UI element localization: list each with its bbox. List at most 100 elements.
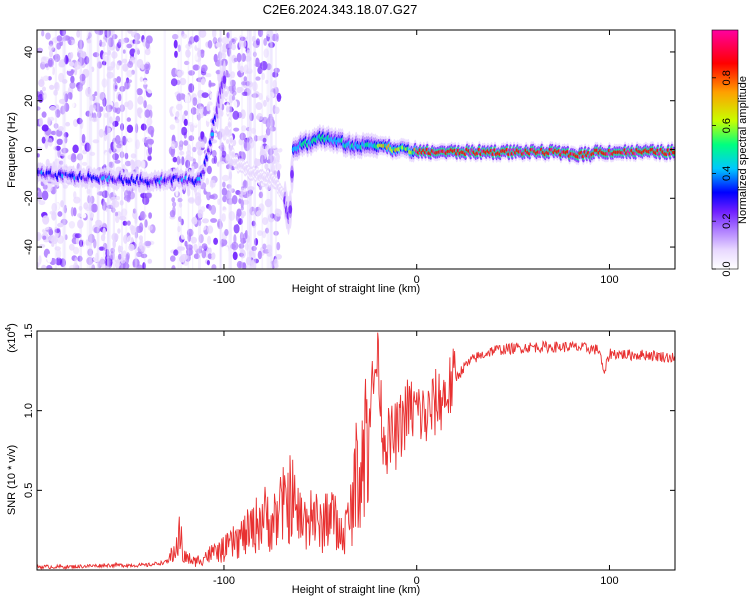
heatmap-noise-cell xyxy=(198,30,207,38)
heatmap-noise-cell xyxy=(225,190,232,201)
figure-title: C2E6.2024.343.18.07.G27 xyxy=(263,2,418,17)
heatmap-noise-cell xyxy=(98,128,104,138)
heatmap-noise-cell xyxy=(86,257,94,265)
heatmap-noise-cell xyxy=(258,203,265,213)
heatmap-noise-cell xyxy=(137,201,142,208)
heatmap-noise-cell xyxy=(85,241,92,246)
heatmap-ridge-cell xyxy=(201,169,206,175)
heatmap-noise-cell xyxy=(199,224,207,231)
heatmap-noise-cell xyxy=(147,138,154,145)
heatmap-streak xyxy=(271,30,273,269)
heatmap-noise-cell xyxy=(91,117,98,123)
heatmap-noise-cell xyxy=(222,209,229,214)
colorbar-tick-label: 0.6 xyxy=(721,118,733,133)
heatmap-noise-cell xyxy=(116,76,121,84)
heatmap-noise-cell xyxy=(241,39,247,49)
heatmap-noise-cell xyxy=(74,257,78,267)
heatmap-ridge-cell xyxy=(231,152,235,157)
heatmap-noise-cell xyxy=(55,232,59,238)
heatmap-noise-cell xyxy=(95,252,99,261)
heatmap-noise-cell xyxy=(262,137,267,143)
heatmap-noise-cell xyxy=(70,206,74,217)
heatmap-noise-cell xyxy=(111,51,118,59)
heatmap-noise-cell xyxy=(198,234,204,244)
heatmap-noise-cell xyxy=(265,227,269,234)
heatmap-streak xyxy=(121,30,123,269)
heatmap-noise-cell xyxy=(114,253,118,261)
snr-x-tick-label: -100 xyxy=(213,575,235,587)
heatmap-noise-cell xyxy=(219,60,224,66)
heatmap-noise-cell xyxy=(77,213,82,218)
heatmap-noise-cell xyxy=(132,208,137,214)
heatmap-noise-cell xyxy=(273,86,279,95)
heatmap-noise-cell xyxy=(211,193,218,200)
heatmap-noise-cell xyxy=(79,113,86,120)
heatmap-noise-cell xyxy=(177,70,183,78)
heatmap-noise-cell xyxy=(231,195,238,205)
heatmap-streak xyxy=(266,30,270,269)
heatmap-x-axis-label: Height of straight line (km) xyxy=(292,283,420,295)
heatmap-noise-cell xyxy=(90,104,97,111)
heatmap-noise-cell xyxy=(217,131,223,140)
heatmap-noise-cell xyxy=(72,246,80,255)
heatmap-noise-cell xyxy=(127,61,134,68)
heatmap-noise-cell xyxy=(206,86,212,94)
heatmap-noise-cell xyxy=(257,230,263,237)
heatmap-noise-cell xyxy=(97,61,102,69)
heatmap-noise-cell xyxy=(121,135,127,146)
heatmap-noise-cell xyxy=(213,155,218,164)
heatmap-streak xyxy=(64,30,67,269)
heatmap-noise-cell xyxy=(251,245,257,252)
heatmap-noise-cell xyxy=(88,233,95,244)
snr-line-marks xyxy=(37,332,675,570)
heatmap-noise-cell xyxy=(236,52,242,63)
heatmap-noise-cell xyxy=(240,187,247,195)
heatmap-noise-cell xyxy=(255,102,263,110)
snr-frame xyxy=(36,330,676,571)
heatmap-noise-cell xyxy=(118,30,124,38)
heatmap-noise-cell xyxy=(134,217,138,224)
heatmap-noise-cell xyxy=(207,235,212,245)
heatmap-noise-cell xyxy=(270,118,275,128)
heatmap-noise-cell xyxy=(93,226,100,234)
heatmap-noise-cell xyxy=(186,228,194,237)
heatmap-noise-cell xyxy=(88,112,93,122)
heatmap-noise-cell xyxy=(251,35,256,43)
heatmap-noise-cell xyxy=(171,264,176,269)
heatmap-noise-cell xyxy=(170,255,176,262)
heatmap-noise-cell xyxy=(42,92,47,100)
snr-series-line xyxy=(37,332,675,570)
heatmap-noise-cell xyxy=(233,127,240,132)
heatmap-noise-cell xyxy=(271,163,275,173)
heatmap-noise-cell xyxy=(244,242,249,251)
heatmap-noise-cell xyxy=(111,34,118,40)
heatmap-noise-cell xyxy=(218,161,226,171)
heatmap-noise-cell xyxy=(254,158,258,167)
heatmap-noise-cell xyxy=(135,123,139,134)
heatmap-noise-cell xyxy=(125,253,130,264)
heatmap-noise-cell xyxy=(272,79,277,89)
heatmap-ridge-cell xyxy=(222,75,227,84)
heatmap-noise-cell xyxy=(58,126,64,132)
heatmap-noise-cell xyxy=(136,88,143,96)
heatmap-y-tick-label: 20 xyxy=(23,95,35,107)
heatmap-noise-cell xyxy=(49,84,55,90)
heatmap-noise-cell xyxy=(208,247,212,253)
heatmap-streak xyxy=(219,30,223,269)
heatmap-noise-cell xyxy=(185,43,193,50)
heatmap-noise-cell xyxy=(243,141,251,152)
heatmap-noise-cell xyxy=(238,151,243,156)
heatmap-noise-cell xyxy=(188,196,196,204)
heatmap-noise-cell xyxy=(263,37,268,46)
heatmap-noise-cell xyxy=(192,64,200,71)
heatmap-noise-cell xyxy=(173,39,178,49)
heatmap-noise-cell xyxy=(121,58,128,64)
heatmap-noise-cell xyxy=(185,49,191,58)
heatmap-noise-cell xyxy=(37,233,41,242)
heatmap-noise-cell xyxy=(69,265,77,269)
heatmap-noise-cell xyxy=(266,30,274,38)
heatmap-noise-cell xyxy=(213,237,219,245)
heatmap-streak xyxy=(269,30,273,269)
heatmap-noise-cell xyxy=(264,198,272,208)
heatmap-noise-cell xyxy=(241,53,246,62)
